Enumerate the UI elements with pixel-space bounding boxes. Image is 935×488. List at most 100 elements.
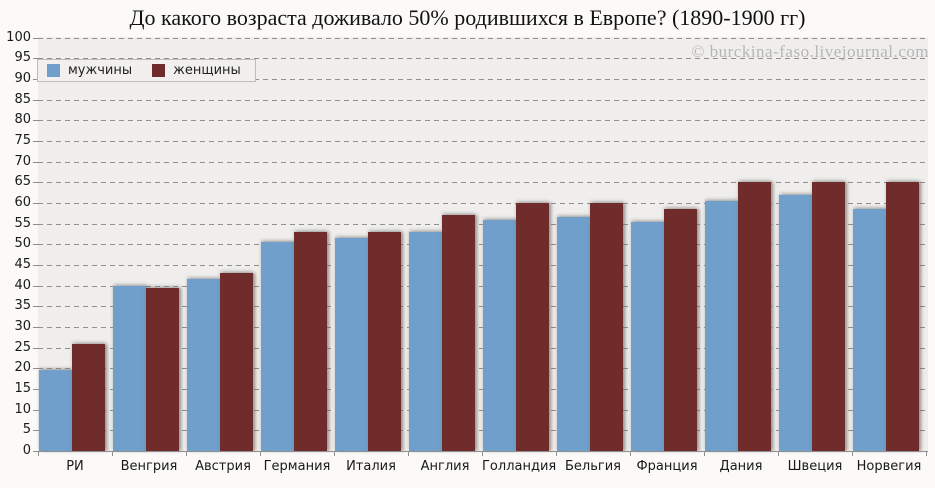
y-tick-100 (33, 37, 38, 39)
x-tick-5 (408, 451, 409, 456)
y-tick-5 (33, 430, 38, 432)
bar-women-10 (738, 182, 771, 451)
y-tick-10 (33, 409, 38, 411)
y-axis-label-10: 10 (14, 401, 31, 417)
gridline-65 (38, 182, 928, 184)
watermark: © burckina-faso.livejournal.com (691, 42, 929, 61)
x-axis-label-3: Австрия (195, 459, 251, 474)
x-tick-12 (926, 451, 927, 456)
y-tick-45 (33, 265, 38, 266)
bar-men-5 (335, 238, 368, 451)
y-tick-25 (33, 347, 38, 349)
y-tick-55 (33, 223, 38, 225)
y-axis-label-80: 80 (14, 112, 31, 128)
legend-swatch-women (152, 64, 166, 77)
y-axis-label-5: 5 (22, 422, 31, 438)
bar-women-5 (368, 231, 401, 451)
y-axis-label-95: 95 (14, 50, 31, 66)
bar-women-11 (812, 182, 845, 451)
y-axis-label-70: 70 (14, 153, 31, 169)
y-axis-label-30: 30 (14, 319, 31, 334)
y-axis-label-35: 35 (14, 298, 31, 314)
y-tick-60 (33, 203, 38, 205)
x-axis-label-4: Германия (263, 459, 331, 474)
gridline-75 (38, 141, 928, 143)
y-axis-label-45: 45 (14, 257, 31, 272)
bar-women-9 (664, 209, 697, 451)
y-axis-label-100: 100 (6, 29, 31, 45)
gridline-100 (38, 37, 928, 39)
y-axis-label-15: 15 (14, 381, 31, 396)
legend-swatch-men (47, 64, 60, 77)
gridline-90 (38, 79, 928, 81)
x-axis-label-7: Голландия (482, 459, 557, 474)
gridline-60 (38, 203, 928, 205)
bar-men-3 (187, 279, 220, 451)
y-axis-label-25: 25 (14, 339, 31, 355)
bar-men-8 (557, 217, 590, 451)
bar-men-7 (483, 219, 516, 451)
y-tick-75 (33, 141, 38, 143)
x-tick-0 (38, 451, 39, 456)
y-tick-70 (33, 161, 38, 163)
x-axis-label-11: Швеция (787, 459, 843, 474)
bar-women-7 (516, 203, 549, 451)
x-tick-9 (704, 451, 705, 456)
y-axis-label-65: 65 (14, 174, 31, 190)
y-tick-50 (33, 244, 38, 246)
bar-women-12 (886, 182, 919, 451)
y-axis-label-85: 85 (14, 91, 31, 107)
y-axis-label-20: 20 (14, 360, 31, 376)
x-axis-label-5: Италия (346, 459, 396, 474)
y-axis-label-90: 90 (14, 71, 31, 87)
x-tick-4 (334, 451, 335, 456)
legend-label-men: мужчины (68, 63, 133, 78)
bar-men-12 (853, 209, 886, 451)
bar-women-3 (220, 273, 253, 451)
bar-men-2 (113, 285, 146, 451)
x-axis-label-8: Бельгия (565, 459, 621, 474)
bar-women-2 (146, 287, 179, 451)
y-tick-80 (33, 120, 38, 122)
bar-men-11 (779, 194, 812, 451)
bar-women-4 (294, 231, 327, 451)
bar-women-6 (442, 215, 475, 451)
y-tick-65 (33, 182, 38, 184)
x-tick-11 (852, 451, 853, 456)
x-axis-label-6: Англия (420, 459, 470, 474)
x-tick-6 (482, 451, 483, 456)
y-axis-label-60: 60 (14, 195, 31, 211)
x-axis-label-12: Норвегия (856, 459, 922, 474)
bar-men-6 (409, 231, 442, 451)
gridline-70 (38, 161, 928, 163)
y-axis-label-40: 40 (14, 277, 31, 293)
x-tick-10 (778, 451, 779, 456)
gridline-95 (38, 58, 928, 60)
bar-men-10 (705, 200, 738, 451)
legend: мужчины женщины (37, 59, 256, 82)
bar-women-1 (72, 343, 105, 451)
chart-title: До какого возраста доживало 50% родивших… (129, 5, 806, 30)
y-tick-95 (33, 58, 38, 60)
y-tick-20 (33, 368, 38, 370)
bar-men-1 (39, 370, 72, 451)
gridline-80 (38, 120, 928, 122)
y-axis-label-50: 50 (14, 236, 31, 252)
x-tick-7 (556, 451, 557, 456)
x-axis-label-9: Франция (636, 459, 698, 474)
y-tick-0 (33, 451, 38, 452)
y-axis-label-75: 75 (14, 133, 31, 149)
x-axis-label-2: Венгрия (120, 459, 178, 474)
y-tick-85 (33, 99, 38, 101)
y-axis-label-55: 55 (14, 215, 31, 231)
y-tick-30 (33, 327, 38, 328)
y-tick-15 (33, 389, 38, 390)
x-tick-3 (260, 451, 261, 456)
x-tick-2 (186, 451, 187, 456)
bar-men-9 (631, 221, 664, 451)
y-tick-35 (33, 306, 38, 308)
x-tick-8 (630, 451, 631, 456)
y-tick-90 (33, 79, 38, 81)
bar-women-8 (590, 203, 623, 451)
